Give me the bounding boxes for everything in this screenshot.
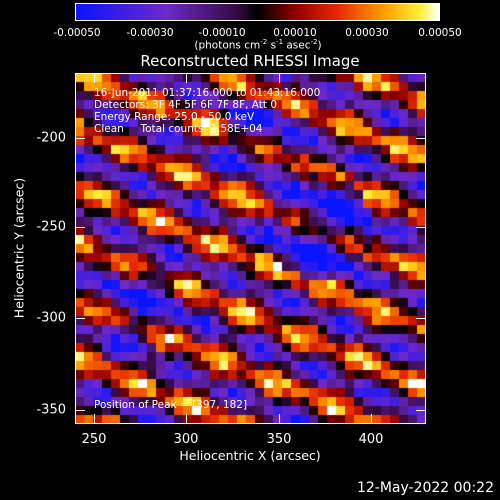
y-tick-mark — [416, 138, 425, 139]
x-tick-label: 400 — [358, 432, 384, 447]
y-tick-label: -350 — [36, 402, 66, 418]
y-tick-label: -300 — [36, 310, 66, 326]
colorbar — [75, 3, 440, 21]
y-tick-mark — [76, 227, 85, 228]
y-axis-label: Heliocentric Y (arcsec) — [11, 177, 27, 319]
x-tick-mark — [94, 414, 95, 423]
timestamp: 12-May-2022 00:22 — [356, 480, 494, 496]
colorbar-tick: 0.00010 — [273, 27, 317, 39]
x-tick-mark — [279, 74, 280, 83]
x-tick-mark — [94, 74, 95, 83]
x-tick-label: 350 — [266, 432, 292, 447]
colorbar-tick: -0.00010 — [198, 27, 246, 39]
y-tick-mark — [416, 227, 425, 228]
x-tick-mark — [371, 414, 372, 423]
y-tick-mark — [76, 138, 85, 139]
x-axis-label: Heliocentric X (arcsec) — [179, 448, 321, 463]
y-tick-mark — [76, 318, 85, 319]
y-tick-mark — [416, 318, 425, 319]
x-tick-mark — [186, 74, 187, 83]
colorbar-tick: -0.00050 — [53, 27, 101, 39]
x-tick-mark — [186, 414, 187, 423]
y-tick-label: -250 — [36, 219, 66, 235]
x-tick-mark — [371, 74, 372, 83]
y-tick-label: -200 — [36, 130, 66, 146]
colorbar-tick: 0.00030 — [345, 27, 389, 39]
info-energy-range: Energy Range: 25.0 - 50.0 keV — [94, 111, 255, 123]
x-tick-mark — [279, 414, 280, 423]
colorbar-unit-label: (photons cm-2 s-1 asec-2) — [194, 38, 322, 52]
info-time-range: 16-Jun-2011 01:37:16.000 to 01:43:16.000 — [94, 87, 321, 99]
rhessi-image — [75, 73, 426, 424]
info-total-counts: Clean Total counts: 1.58E+04 — [94, 123, 263, 135]
x-tick-label: 300 — [173, 432, 199, 447]
info-peak-position: Position of Peak = [397, 182] — [94, 399, 248, 411]
x-tick-label: 250 — [81, 432, 107, 447]
info-detectors: Detectors: 3F 4F 5F 6F 7F 8F, Att 0 — [94, 99, 278, 111]
y-tick-mark — [416, 410, 425, 411]
colorbar-tick: 0.00050 — [418, 27, 462, 39]
y-tick-mark — [76, 410, 85, 411]
image-title: Reconstructed RHESSI Image — [140, 52, 360, 70]
colorbar-tick: -0.00030 — [126, 27, 174, 39]
